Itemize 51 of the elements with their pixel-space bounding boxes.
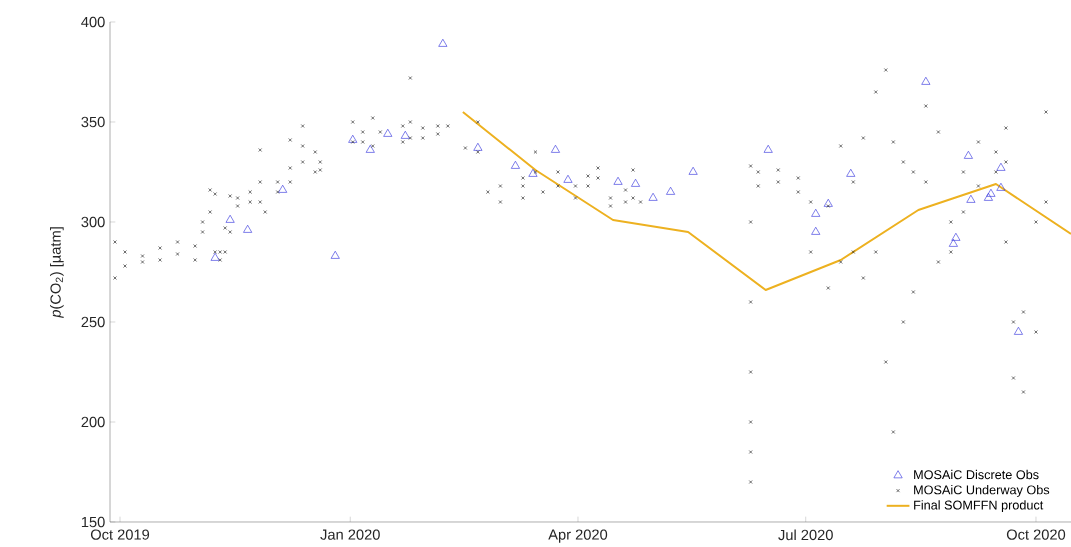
legend-label: MOSAiC Discrete Obs xyxy=(914,469,1039,480)
point xyxy=(528,168,538,177)
x-tick-label: Jul 2020 xyxy=(778,529,833,541)
point xyxy=(473,142,483,151)
point xyxy=(438,38,448,47)
y-tick-label: 200 xyxy=(81,416,105,428)
point xyxy=(613,176,623,185)
point xyxy=(330,250,340,259)
line-series xyxy=(461,111,1071,291)
point xyxy=(763,144,773,153)
point xyxy=(823,198,833,207)
point xyxy=(921,76,931,85)
point xyxy=(948,238,958,247)
x-tick-label: Apr 2020 xyxy=(548,529,608,543)
point xyxy=(1013,326,1023,335)
point xyxy=(963,150,973,159)
point xyxy=(348,134,358,143)
point xyxy=(550,144,560,153)
point xyxy=(688,166,698,175)
y-tick-label: 300 xyxy=(81,216,105,228)
point xyxy=(966,194,976,203)
point xyxy=(846,168,856,177)
x-tick-label: Jan 2020 xyxy=(320,529,380,540)
point xyxy=(563,174,573,183)
point xyxy=(400,130,410,139)
point xyxy=(383,128,393,137)
legend-label: MOSAiC Underway Obs xyxy=(914,485,1050,497)
point xyxy=(996,182,1006,191)
point xyxy=(983,192,993,201)
point xyxy=(666,186,676,195)
point xyxy=(811,208,821,217)
x-tick-label: Oct 2019 xyxy=(90,529,150,540)
x-tick-label: Oct 2020 xyxy=(1006,529,1066,540)
point xyxy=(986,188,996,197)
y-axis-title: p(CO$_{2}$) [µatm] xyxy=(50,227,64,319)
legend-label: Final SOMFFN product xyxy=(914,500,1044,513)
point xyxy=(243,224,253,233)
point xyxy=(510,160,520,169)
y-tick-label: 400 xyxy=(81,16,105,28)
point xyxy=(210,252,220,261)
point xyxy=(365,144,375,153)
point xyxy=(631,178,641,187)
point xyxy=(996,162,1006,171)
point xyxy=(951,232,961,241)
y-tick-label: 250 xyxy=(81,316,105,328)
point xyxy=(225,214,235,223)
point xyxy=(278,184,288,193)
y-tick-label: 150 xyxy=(81,516,105,528)
point xyxy=(648,192,658,201)
point xyxy=(811,226,821,235)
y-tick-label: 350 xyxy=(81,116,105,128)
